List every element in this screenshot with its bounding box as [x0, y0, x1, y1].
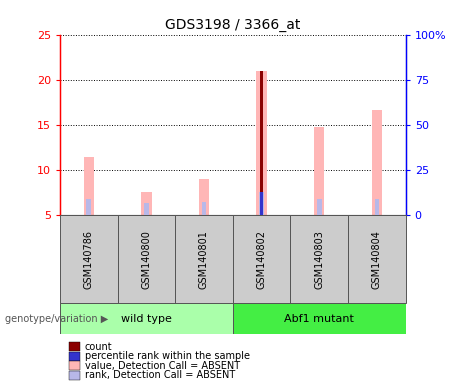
Text: count: count	[85, 341, 112, 352]
Bar	[201, 202, 206, 215]
Bar	[141, 192, 152, 215]
Bar	[175, 215, 233, 303]
Bar	[256, 71, 267, 215]
Bar	[69, 342, 79, 351]
Bar	[69, 361, 79, 370]
Text: percentile rank within the sample: percentile rank within the sample	[85, 351, 250, 361]
Bar	[374, 199, 379, 215]
Bar	[372, 110, 382, 215]
Text: GSM140802: GSM140802	[257, 230, 266, 289]
Bar	[69, 371, 79, 380]
Bar	[233, 215, 290, 303]
Title: GDS3198 / 3366_at: GDS3198 / 3366_at	[165, 18, 301, 32]
Bar	[69, 352, 79, 361]
Text: GSM140803: GSM140803	[314, 230, 324, 289]
Text: GSM140786: GSM140786	[84, 230, 94, 289]
Text: rank, Detection Call = ABSENT: rank, Detection Call = ABSENT	[85, 370, 235, 381]
Bar	[83, 157, 94, 215]
Bar	[348, 215, 406, 303]
Text: wild type: wild type	[121, 314, 172, 324]
Text: GSM140801: GSM140801	[199, 230, 209, 289]
Bar	[86, 199, 91, 215]
Bar	[260, 192, 263, 215]
Bar	[260, 71, 263, 215]
Text: genotype/variation ▶: genotype/variation ▶	[5, 314, 108, 324]
Bar	[199, 179, 209, 215]
Bar	[233, 303, 406, 334]
Text: GSM140804: GSM140804	[372, 230, 382, 289]
Bar	[118, 215, 175, 303]
Text: value, Detection Call = ABSENT: value, Detection Call = ABSENT	[85, 361, 240, 371]
Bar	[290, 215, 348, 303]
Bar	[314, 127, 325, 215]
Bar	[60, 215, 118, 303]
Bar	[317, 199, 321, 215]
Bar	[60, 303, 233, 334]
Bar	[144, 203, 148, 215]
Bar	[259, 192, 264, 215]
Text: GSM140800: GSM140800	[142, 230, 151, 289]
Text: Abf1 mutant: Abf1 mutant	[284, 314, 354, 324]
